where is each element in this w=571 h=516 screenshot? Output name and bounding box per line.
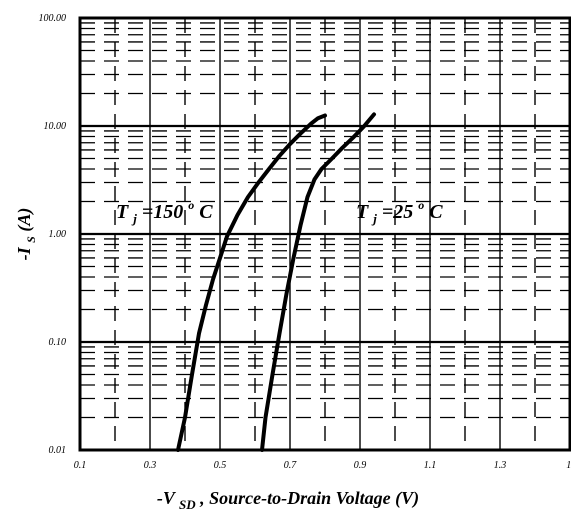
y-tick-label: 100.00 [39, 13, 67, 24]
x-tick-label: 1.3 [494, 460, 507, 471]
tick-label-layer: 0.1 0.3 0.5 0.7 0.9 1.1 1.3 1. 0.01 0.10 1.00 10.00… [39, 13, 571, 471]
x-tick-label: 0.7 [284, 460, 298, 471]
svg-text:-I S (A): -I S (A) [14, 208, 39, 261]
y-axis-label-main: -I [14, 246, 34, 260]
curve-label-25-sub: j [371, 211, 377, 226]
curve-label-25-unit: C [429, 201, 443, 223]
x-tick-label: 0.1 [74, 460, 87, 471]
curve-label-25: T j =25 o C [356, 192, 443, 228]
x-axis-label: -V SD , Source-to-Drain Voltage (V) [157, 488, 419, 513]
x-axis-label-rest: , Source-to-Drain Voltage (V) [199, 488, 419, 509]
curve-label-150-sup: o [188, 198, 194, 212]
curve-label-150-sub: j [131, 211, 137, 226]
svg-text:T j =25: T j =25 o C [356, 192, 443, 228]
curve-layer [176, 112, 376, 452]
y-tick-label: 0.01 [49, 445, 67, 456]
x-tick-label: 0.5 [214, 460, 227, 471]
y-tick-label: 0.10 [49, 337, 67, 348]
y-tick-label: 10.00 [44, 121, 67, 132]
curve-label-25-sup: o [418, 198, 424, 212]
y-axis-label-sub: S [24, 236, 38, 243]
curve-label-150: T j =150 o C [116, 192, 213, 228]
svg-text:-V SD , Sourc: -V SD , Source-to-Drain Voltage (V) [157, 488, 419, 513]
svg-text:T j =150: T j =150 o C [116, 192, 213, 228]
x-axis-label-main: -V [157, 488, 177, 508]
curve-tj-25 [260, 112, 376, 452]
y-axis-label-rest: (A) [14, 208, 35, 232]
x-tick-label: 1.1 [424, 460, 437, 471]
curve-tj-150 [176, 113, 327, 452]
curve-label-150-unit: C [199, 201, 213, 223]
x-axis-label-sub: SD [179, 497, 196, 512]
grid-layer [80, 18, 570, 450]
x-tick-label: 0.3 [144, 460, 157, 471]
curve-label-150-text: =150 [142, 201, 183, 223]
curve-label-25-text: =25 [382, 201, 413, 223]
x-tick-label: 0.9 [354, 460, 367, 471]
curve-label-25-main: T [356, 201, 369, 223]
x-tick-label: 1. [566, 460, 571, 471]
y-axis-label: -I S (A) [14, 208, 39, 261]
y-tick-label: 1.00 [49, 229, 67, 240]
curve-label-150-main: T [116, 201, 129, 223]
plot-frame [78, 16, 571, 452]
